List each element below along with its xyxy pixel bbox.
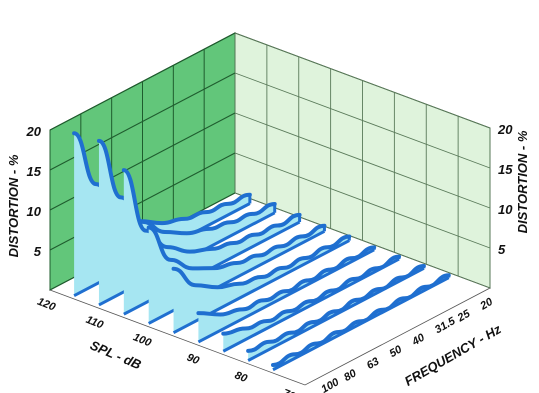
back-wall-gridline-h	[234, 152, 491, 249]
z-tick-left: 10	[27, 204, 42, 219]
series-line-70dB	[271, 273, 451, 367]
series-line-110dB	[171, 234, 352, 290]
z-tick-left: 15	[27, 164, 42, 179]
series-base-80dB	[247, 267, 425, 362]
frequency-tick: 20	[478, 295, 496, 312]
z-tick-right: 5	[498, 242, 506, 257]
series-line-115dB	[146, 223, 327, 271]
series-base-70dB	[272, 276, 450, 372]
series-base-90dB	[222, 257, 400, 353]
back-wall-gridline-h	[234, 72, 491, 169]
z-tick-left: 5	[34, 244, 42, 259]
chart-series-group	[72, 131, 451, 372]
spl-tick: 80	[233, 369, 250, 385]
frequency-tick: 63	[365, 355, 382, 372]
spl-tick: 90	[185, 351, 202, 367]
spl-tick: 120	[36, 296, 58, 314]
z-axis-label-right: DISTORTION - %	[515, 130, 530, 233]
frequency-tick: 100	[319, 376, 342, 393]
left-wall-gridline-h	[49, 32, 236, 131]
series-slice-100dB	[196, 245, 377, 344]
z-tick-right: 20	[497, 122, 513, 137]
series-line-80dB	[246, 263, 426, 353]
spl-tick: 110	[84, 314, 106, 332]
frequency-tick: 40	[409, 331, 427, 348]
series-slice-80dB	[246, 263, 426, 362]
z-tick-left: 20	[26, 124, 42, 139]
frequency-tick: 31.5	[433, 315, 458, 337]
frequency-tick: 80	[342, 367, 359, 384]
frequency-tick: 25	[455, 307, 473, 324]
z-tick-right: 15	[498, 162, 513, 177]
chart-ticks-group: 5510101515202012011010090807010080635040…	[26, 122, 514, 393]
back-wall-gridline-h	[234, 192, 491, 289]
z-tick-right: 10	[498, 202, 513, 217]
series-slice-90dB	[221, 254, 402, 353]
series-slice-70dB	[271, 273, 451, 372]
spl-tick: 100	[131, 331, 153, 349]
frequency-tick: 50	[387, 343, 404, 360]
series-line-100dB	[196, 245, 377, 317]
spl-tick: 70	[281, 387, 298, 393]
back-wall-gridline-h	[234, 32, 491, 129]
frequency-axis-label: FREQUENCY - Hz	[402, 321, 504, 389]
back-wall-gridline-h	[234, 112, 491, 209]
series-base-100dB	[197, 248, 375, 344]
z-axis-label-left: DISTORTION - %	[6, 154, 21, 257]
series-line-120dB	[121, 168, 302, 254]
series-line-90dB	[221, 254, 402, 336]
